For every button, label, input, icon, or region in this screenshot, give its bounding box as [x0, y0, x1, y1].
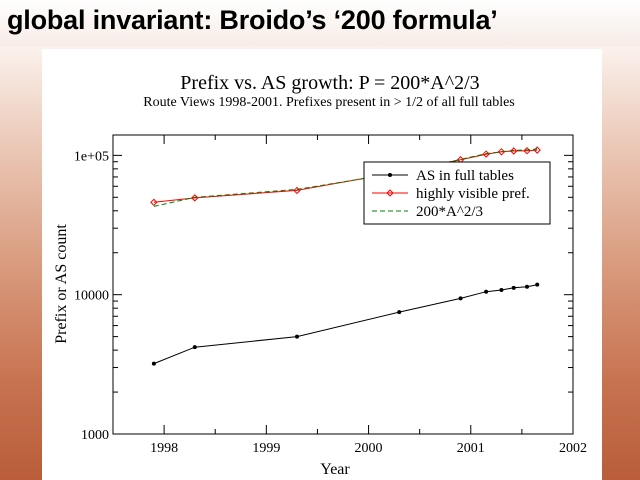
data-point-as-in-full-tables — [397, 310, 402, 315]
chart-subtitle: Route Views 1998-2001. Prefixes present … — [143, 95, 515, 110]
legend-marker — [386, 189, 394, 197]
chart: Prefix vs. AS growth: P = 200*A^2/3 Rout… — [53, 72, 587, 478]
y-tick-label: 1000 — [81, 428, 109, 443]
legend-label: AS in full tables — [416, 168, 514, 184]
data-point-highly-visible-pref — [497, 148, 506, 156]
x-tick-label: 2002 — [559, 441, 587, 456]
data-point-as-in-full-tables — [151, 361, 156, 366]
data-point-as-in-full-tables — [192, 345, 197, 350]
data-point-as-in-full-tables — [535, 282, 540, 287]
series-line-as-in-full-tables — [153, 284, 538, 365]
legend-label: highly visible pref. — [416, 186, 530, 202]
data-point-as-in-full-tables — [484, 289, 489, 294]
plot-panel: Prefix vs. AS growth: P = 200*A^2/3 Rout… — [42, 49, 602, 480]
data-point-as-in-full-tables — [458, 296, 463, 301]
y-axis: 1000 10000 1e+05 — [74, 149, 573, 443]
legend-marker — [388, 173, 392, 177]
data-point-as-in-full-tables — [525, 284, 529, 289]
y-axis-label: Prefix or AS count — [53, 224, 70, 344]
y-tick-label: 10000 — [74, 289, 109, 304]
data-point-as-in-full-tables — [511, 285, 516, 290]
legend-label: 200*A^2/3 — [416, 204, 483, 220]
series-line-200-a-2-3 — [153, 148, 538, 207]
plot-frame — [112, 134, 574, 435]
chart-title: Prefix vs. AS growth: P = 200*A^2/3 — [180, 72, 479, 94]
x-tick-label: 2001 — [457, 441, 485, 456]
slide-title: global invariant: Broido’s ‘200 formula’ — [7, 5, 498, 35]
x-tick-label: 2000 — [355, 441, 383, 456]
data-point-highly-visible-pref — [510, 147, 518, 155]
y-tick-label: 1e+05 — [74, 149, 109, 164]
data-point-highly-visible-pref — [150, 198, 158, 207]
data-point-as-in-full-tables — [295, 334, 299, 339]
x-axis-label: Year — [320, 461, 350, 478]
x-axis: 1998 1999 2000 2001 2002 — [112, 135, 587, 456]
x-tick-label: 1999 — [252, 441, 280, 456]
title-band — [0, 0, 640, 46]
data-point-as-in-full-tables — [499, 288, 504, 293]
x-tick-label: 1998 — [150, 441, 178, 456]
legend: AS in full tables highly visible pref. 200… — [363, 161, 551, 225]
series-layer — [150, 146, 541, 366]
